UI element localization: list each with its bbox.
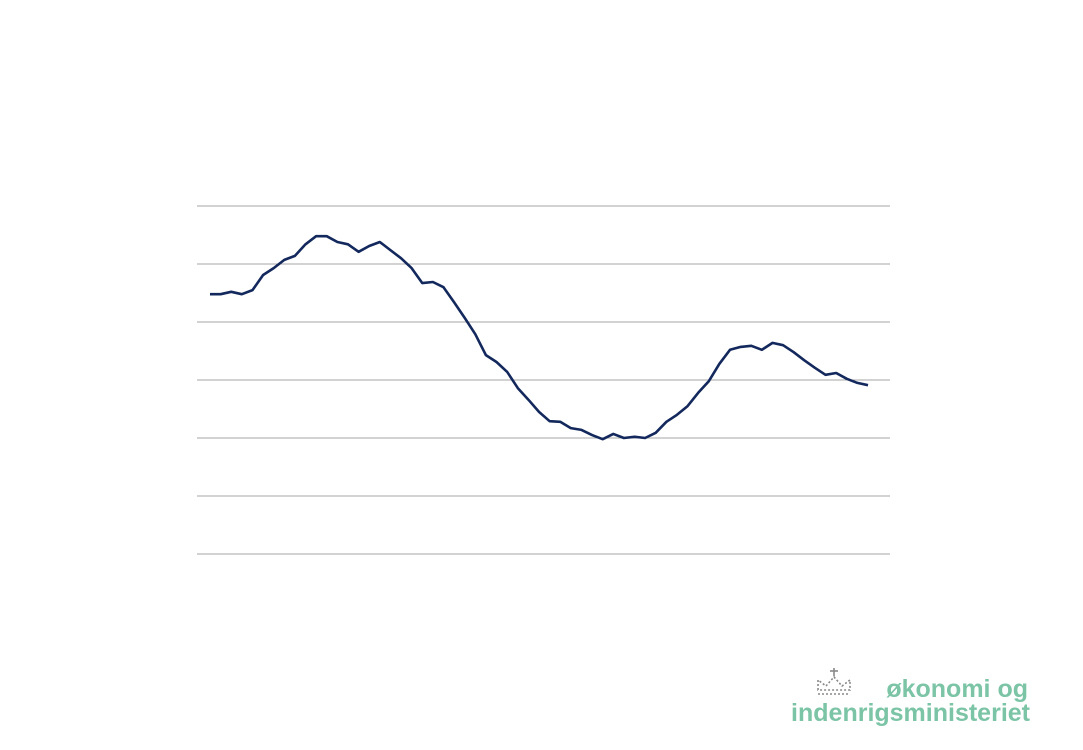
logo-text: økonomi og: [886, 675, 1028, 703]
logo-crown: [817, 668, 851, 695]
logo-text: indenrigsministeriet: [791, 699, 1031, 727]
data-line: [210, 234, 869, 441]
